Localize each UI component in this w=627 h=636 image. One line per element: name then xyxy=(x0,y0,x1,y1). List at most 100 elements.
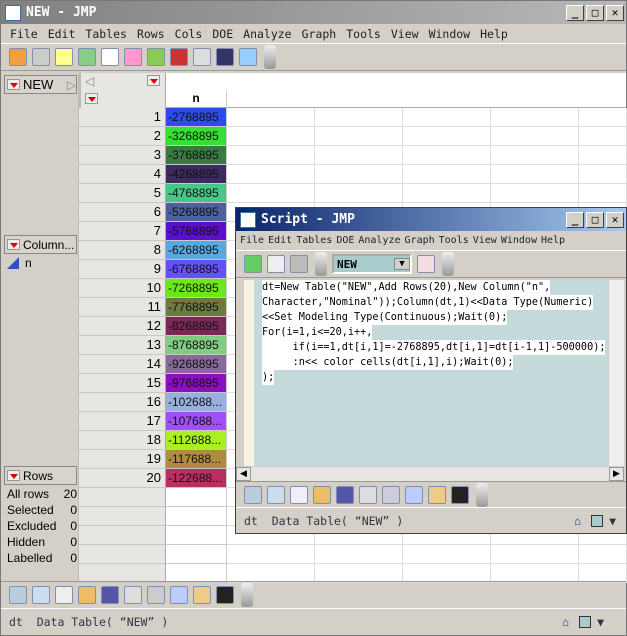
cell-n[interactable]: -2768895 xyxy=(166,108,227,127)
menu-graph[interactable]: Graph xyxy=(301,26,337,41)
menu-analyze[interactable]: Analyze xyxy=(243,26,292,41)
row-number[interactable]: 16 xyxy=(79,393,166,412)
empty-cell[interactable] xyxy=(579,165,627,184)
close-button[interactable]: ✕ xyxy=(606,4,624,21)
open-folder-icon[interactable] xyxy=(313,485,331,504)
table-row[interactable]: 4 -4268895 xyxy=(79,165,627,184)
empty-cell[interactable] xyxy=(227,127,315,146)
cell-n[interactable]: -9768895 xyxy=(166,374,227,393)
table-row[interactable] xyxy=(79,545,627,564)
menu-window[interactable]: Window xyxy=(428,26,471,41)
maximize-button[interactable]: □ xyxy=(586,4,604,21)
open-data-table-icon[interactable] xyxy=(417,255,435,273)
empty-cell[interactable] xyxy=(315,146,403,165)
row-number[interactable]: 7 xyxy=(79,222,166,241)
row-number[interactable]: 4 xyxy=(79,165,166,184)
row-number[interactable] xyxy=(79,545,166,564)
menu-rows[interactable]: Rows xyxy=(136,26,165,41)
menu-tools[interactable]: Tools xyxy=(438,235,469,246)
table-row[interactable]: 2 -3268895 xyxy=(79,127,627,146)
cell-n[interactable]: -102688... xyxy=(166,393,227,412)
menu-edit[interactable]: Edit xyxy=(47,26,76,41)
editor-vscroll[interactable] xyxy=(608,280,624,466)
empty-cell[interactable] xyxy=(315,165,403,184)
minimize-button[interactable]: _ xyxy=(566,4,584,21)
row-number[interactable] xyxy=(79,564,166,583)
cell-n[interactable]: -112688... xyxy=(166,431,227,450)
row-number[interactable]: 17 xyxy=(79,412,166,431)
empty-cell[interactable] xyxy=(227,165,315,184)
empty-cell[interactable] xyxy=(315,564,403,583)
journal-icon[interactable] xyxy=(216,585,234,604)
dropdown-arrow-icon[interactable]: ▼ xyxy=(609,513,616,528)
column-list-item[interactable]: n xyxy=(7,256,32,270)
calculator-icon[interactable] xyxy=(32,48,50,66)
journal-icon[interactable] xyxy=(451,485,469,504)
table-select[interactable]: NEW ▼ xyxy=(332,254,412,274)
cell-n[interactable] xyxy=(166,488,227,507)
tabulate-icon[interactable] xyxy=(170,48,188,66)
new-script-icon[interactable] xyxy=(244,485,262,504)
empty-cell[interactable] xyxy=(579,146,627,165)
menu-file[interactable]: File xyxy=(10,26,38,41)
cell-n[interactable]: -4268895 xyxy=(166,165,227,184)
columns-panel-header[interactable]: Column... xyxy=(4,235,77,254)
red-triangle-menu-icon[interactable] xyxy=(7,470,20,481)
distribution-icon[interactable] xyxy=(78,48,96,66)
fit-model-icon[interactable] xyxy=(147,48,165,66)
menu-doe[interactable]: DOE xyxy=(212,26,234,41)
script-document-icon[interactable] xyxy=(267,255,285,273)
row-number[interactable] xyxy=(79,507,166,526)
empty-cell[interactable] xyxy=(227,146,315,165)
cell-n[interactable]: -3768895 xyxy=(166,146,227,165)
rows-panel-header[interactable]: Rows xyxy=(4,466,77,485)
row-number[interactable] xyxy=(79,488,166,507)
editor-hscroll[interactable]: ◀ ▶ xyxy=(236,466,624,481)
maximize-button[interactable]: □ xyxy=(586,211,604,228)
empty-cell[interactable] xyxy=(403,165,491,184)
empty-cell[interactable] xyxy=(491,108,579,127)
select-arrow-icon[interactable] xyxy=(55,585,73,604)
menu-tools[interactable]: Tools xyxy=(346,26,381,41)
red-triangle-menu-icon[interactable] xyxy=(7,239,20,250)
empty-cell[interactable] xyxy=(491,127,579,146)
paste-icon[interactable] xyxy=(193,585,211,604)
menu-help[interactable]: Help xyxy=(480,26,508,41)
empty-cell[interactable] xyxy=(579,108,627,127)
cell-n[interactable]: -4768895 xyxy=(166,184,227,203)
row-number[interactable]: 10 xyxy=(79,279,166,298)
cut-icon[interactable] xyxy=(382,485,400,504)
empty-cell[interactable] xyxy=(227,108,315,127)
menu-file[interactable]: File xyxy=(240,235,265,246)
minimize-button[interactable]: _ xyxy=(566,211,584,228)
toolbar-grip[interactable] xyxy=(442,252,454,276)
data-table-icon[interactable] xyxy=(124,585,142,604)
main-title-bar[interactable]: NEW - JMP _ □ ✕ xyxy=(1,1,626,24)
open-folder-icon[interactable] xyxy=(78,585,96,604)
save-icon[interactable] xyxy=(336,485,354,504)
row-number[interactable]: 18 xyxy=(79,431,166,450)
row-number[interactable]: 11 xyxy=(79,298,166,317)
empty-cell[interactable] xyxy=(315,184,403,203)
run-script-icon[interactable] xyxy=(244,255,262,273)
empty-cell[interactable] xyxy=(491,545,579,564)
cell-n[interactable]: -117688... xyxy=(166,450,227,469)
graph-builder-icon[interactable] xyxy=(124,48,142,66)
red-triangle-menu-icon[interactable] xyxy=(7,79,20,90)
edit-icon[interactable] xyxy=(193,48,211,66)
row-number[interactable] xyxy=(79,526,166,545)
empty-cell[interactable] xyxy=(579,184,627,203)
toolbar-grip[interactable] xyxy=(476,482,488,507)
empty-cell[interactable] xyxy=(491,165,579,184)
menu-tables[interactable]: Tables xyxy=(296,235,333,246)
cut-icon[interactable] xyxy=(147,585,165,604)
cell-n[interactable] xyxy=(166,507,227,526)
cell-n[interactable] xyxy=(166,526,227,545)
new-script-icon[interactable] xyxy=(9,585,27,604)
fit-y-by-x-icon[interactable] xyxy=(101,48,119,66)
columns-red-triangle-icon[interactable] xyxy=(147,75,160,86)
row-number[interactable]: 12 xyxy=(79,317,166,336)
table-grid-icon[interactable] xyxy=(55,48,73,66)
table-row[interactable]: 3 -3768895 xyxy=(79,146,627,165)
row-number[interactable]: 3 xyxy=(79,146,166,165)
